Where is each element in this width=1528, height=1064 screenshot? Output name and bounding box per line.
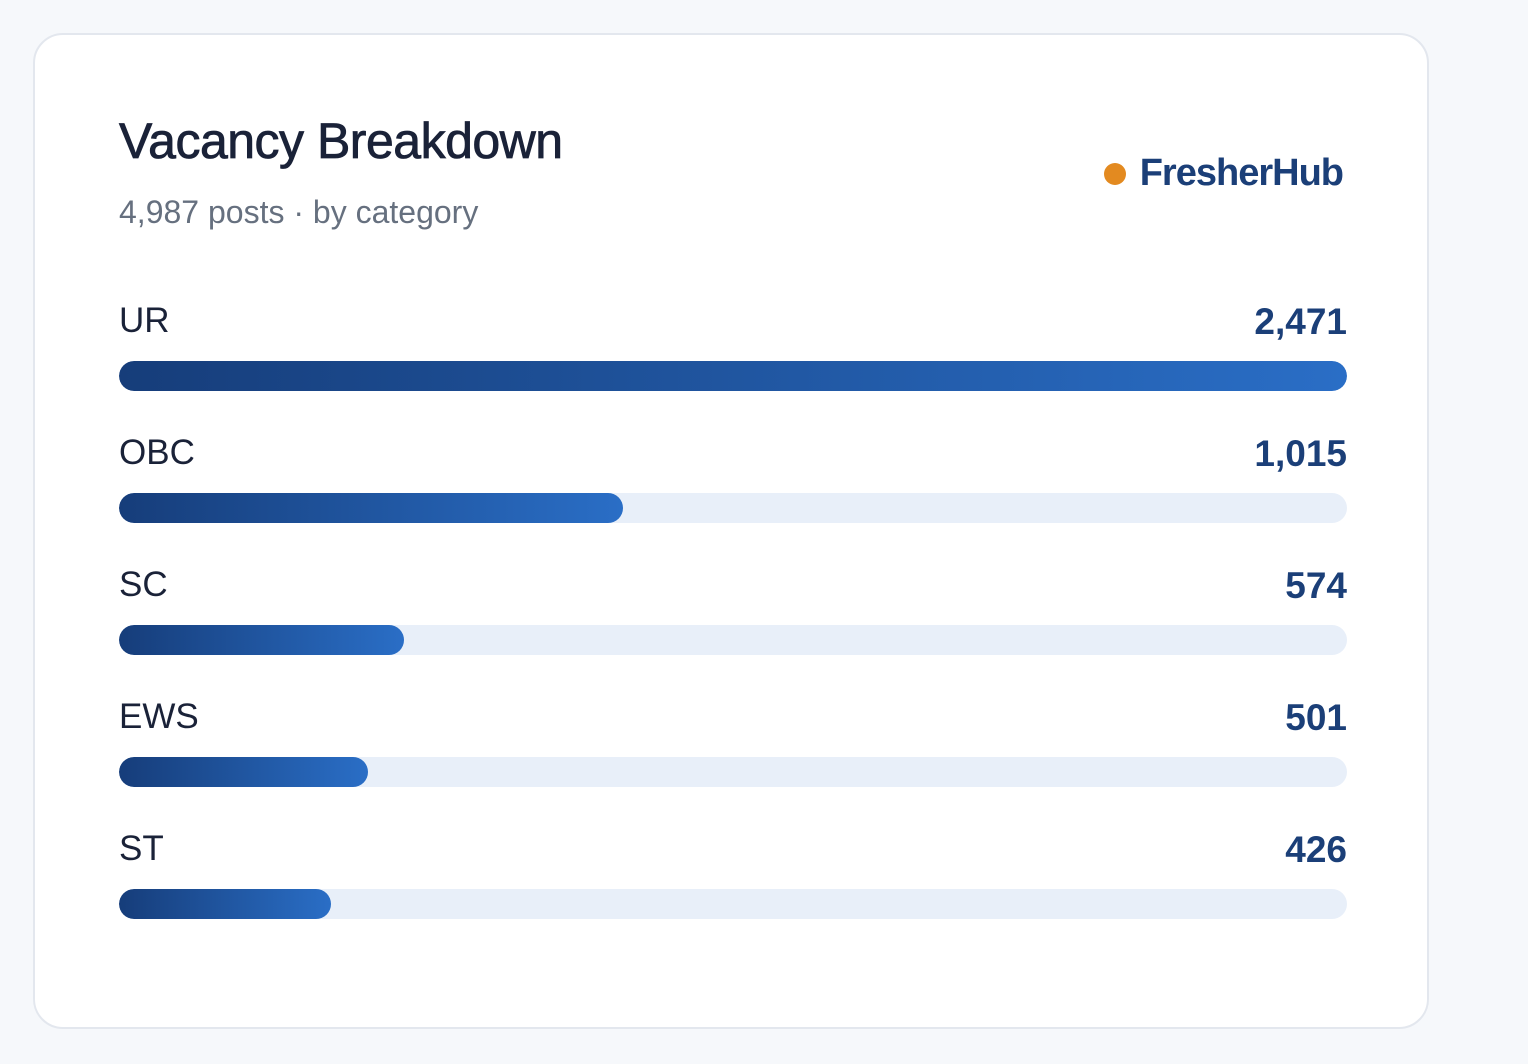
- bar-label: UR: [119, 301, 170, 340]
- brand: FresherHub: [1103, 151, 1344, 197]
- brand-dot-icon: [1103, 162, 1126, 185]
- bar-value-label: 501: [1285, 697, 1347, 738]
- bar-fill: [119, 361, 1347, 391]
- card-subtitle: 4,987 posts · by category: [119, 194, 479, 230]
- card-title: Vacancy Breakdown: [119, 113, 564, 170]
- bar-value-label: 1,015: [1254, 433, 1347, 474]
- bar-row-ur: UR 2,471: [119, 300, 1347, 432]
- bar-track: [119, 361, 1347, 391]
- bar-track: [119, 889, 1347, 919]
- brand-name: FresherHub: [1139, 152, 1344, 194]
- bar-label: ST: [119, 829, 164, 868]
- bar-fill: [119, 625, 405, 655]
- bar-track: [119, 625, 1347, 655]
- bar-track: [119, 757, 1347, 787]
- vacancy-breakdown-card: Vacancy Breakdown 4,987 posts · by categ…: [33, 33, 1429, 1029]
- bar-value-label: 2,471: [1254, 301, 1347, 342]
- bar-row-ews: EWS 501: [119, 696, 1347, 828]
- bar-track: [119, 493, 1347, 523]
- bar-value-label: 574: [1285, 565, 1347, 606]
- bar-fill: [119, 757, 368, 787]
- bar-row-obc: OBC 1,015: [119, 432, 1347, 564]
- bar-row-sc: SC 574: [119, 564, 1347, 696]
- bar-fill: [119, 889, 331, 919]
- bar-value-label: 426: [1285, 829, 1347, 870]
- bar-row-st: ST 426: [119, 828, 1347, 960]
- bar-chart: UR 2,471 OBC 1,015 SC 574 EWS 501 ST 426: [119, 300, 1347, 960]
- bar-label: EWS: [119, 697, 199, 736]
- bar-label: SC: [119, 565, 168, 604]
- bar-fill: [119, 493, 624, 523]
- bar-label: OBC: [119, 433, 195, 472]
